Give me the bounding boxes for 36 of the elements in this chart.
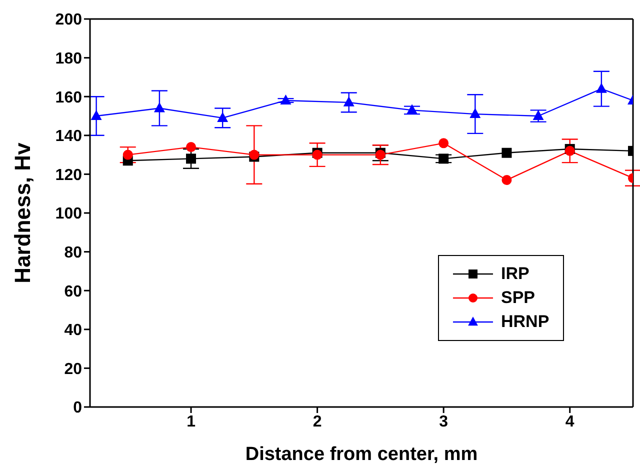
legend-label: SPP — [501, 288, 536, 308]
y-tick-label: 160 — [55, 89, 82, 106]
y-tick-label: 200 — [55, 12, 82, 29]
y-tick-label: 60 — [64, 283, 82, 300]
legend-label: IRP — [501, 264, 530, 284]
point — [406, 104, 418, 114]
y-tick-label: 120 — [55, 166, 82, 184]
point — [154, 102, 165, 112]
legend-label: HRNP — [501, 312, 550, 332]
y-axis-title: Hardness, Hv — [10, 142, 35, 284]
x-axis-title: Distance from center, mm — [245, 444, 478, 465]
point — [343, 96, 354, 106]
y-tick-label: 80 — [64, 244, 82, 262]
y-tick-label: 100 — [55, 206, 82, 223]
point — [280, 94, 292, 104]
x-tick-label: 4 — [565, 413, 574, 430]
y-tick-label: 20 — [64, 360, 82, 378]
point — [502, 148, 512, 158]
x-tick-label: 3 — [439, 413, 448, 430]
x-tick-label: 1 — [186, 413, 196, 430]
x-tick-label: 2 — [312, 413, 322, 430]
point — [217, 112, 228, 122]
y-tick-label: 140 — [55, 128, 82, 146]
point — [596, 82, 607, 93]
y-tick-label: 0 — [73, 400, 82, 417]
point — [470, 108, 481, 118]
point — [122, 150, 133, 160]
point — [438, 138, 449, 148]
y-tick-label: 40 — [64, 322, 82, 340]
point — [438, 154, 449, 164]
point — [532, 110, 544, 120]
point — [186, 154, 196, 164]
point — [502, 175, 512, 186]
y-tick-label: 180 — [55, 50, 82, 68]
point — [90, 110, 102, 120]
point — [186, 142, 196, 152]
